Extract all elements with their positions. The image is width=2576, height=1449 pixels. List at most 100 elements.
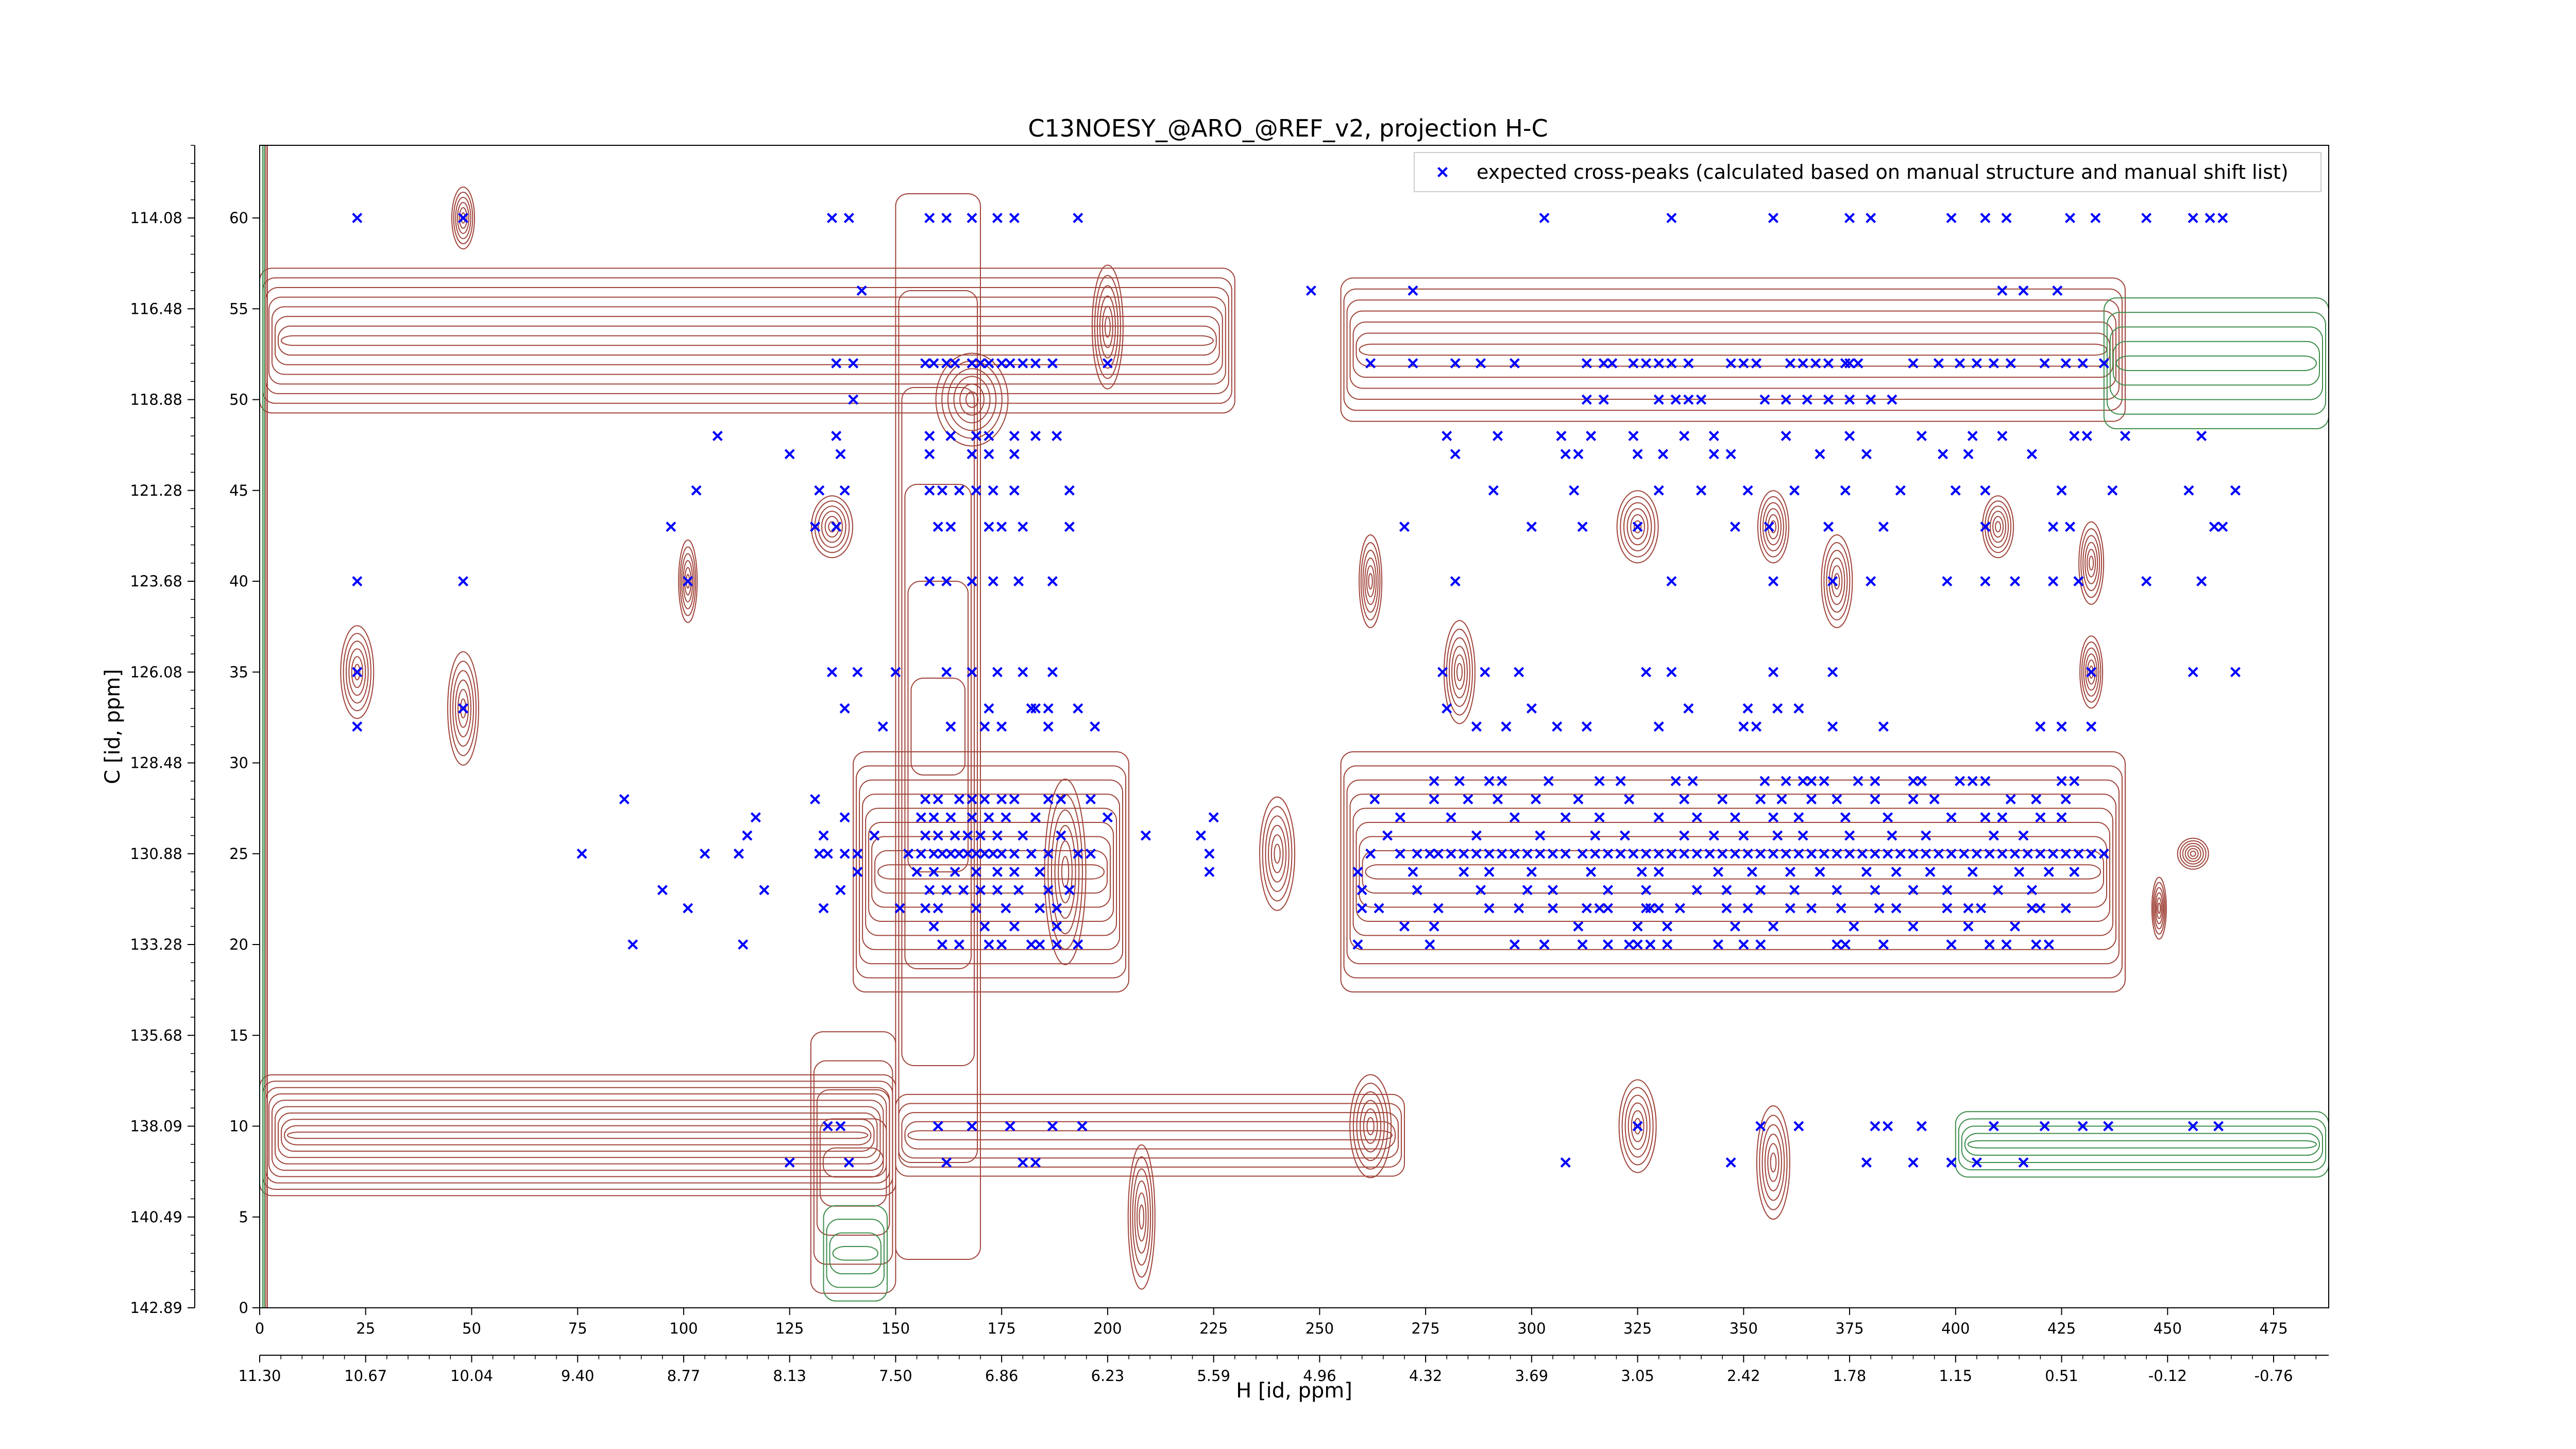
cross-peak-marker bbox=[1717, 794, 1728, 804]
cross-peak-marker bbox=[1759, 394, 1770, 405]
cross-peak-marker bbox=[1781, 394, 1791, 405]
cross-peak-marker bbox=[967, 1121, 977, 1132]
cross-peak-marker bbox=[1488, 485, 1499, 496]
x-tick-label: 350 bbox=[1730, 1320, 1758, 1337]
cross-peak-marker bbox=[1569, 485, 1580, 496]
cross-peak-marker bbox=[1043, 848, 1054, 859]
cross-peak-marker bbox=[992, 867, 1003, 877]
cross-peak-marker bbox=[1980, 812, 1991, 823]
cross-peak-marker bbox=[1866, 213, 1876, 223]
y-tick-label: 25 bbox=[229, 845, 248, 863]
cross-peak-marker bbox=[1976, 903, 1987, 914]
y-ppm-tick-label: 128.48 bbox=[130, 754, 182, 772]
cross-peak-marker bbox=[1713, 867, 1723, 877]
cross-peak-marker bbox=[1497, 776, 1507, 786]
cross-peak-marker bbox=[2183, 485, 2194, 496]
contour-peak-15 bbox=[2151, 877, 2167, 940]
cross-peak-marker bbox=[1785, 358, 1795, 368]
cross-peak-marker bbox=[962, 848, 973, 859]
cross-peak-marker bbox=[2031, 939, 2042, 950]
cross-peak-marker bbox=[852, 867, 863, 877]
cross-peak-marker bbox=[1602, 903, 1613, 914]
cross-peak-marker bbox=[1602, 939, 1613, 950]
cross-peak-marker bbox=[971, 848, 981, 859]
cross-peak-marker bbox=[1090, 721, 1100, 732]
cross-peak-marker bbox=[1560, 449, 1571, 460]
cross-peak-marker bbox=[1522, 848, 1533, 859]
cross-peak-marker bbox=[928, 358, 939, 368]
cross-peak-marker bbox=[1725, 358, 1736, 368]
cross-peak-marker bbox=[1861, 1157, 1872, 1168]
cross-peak-marker bbox=[1581, 903, 1592, 914]
cross-peak-marker bbox=[1832, 794, 1842, 804]
cross-peak-marker bbox=[1832, 848, 1842, 859]
ppm-tick-label: 1.78 bbox=[1833, 1367, 1867, 1385]
cross-peak-marker bbox=[1708, 830, 1719, 841]
cross-peak-marker bbox=[941, 358, 952, 368]
cross-peak-marker bbox=[924, 485, 935, 496]
cross-peak-marker bbox=[1052, 921, 1062, 932]
cross-peak-marker bbox=[1827, 576, 1838, 586]
cross-peak-marker bbox=[1005, 358, 1015, 368]
cross-peak-marker bbox=[1577, 939, 1588, 950]
cross-peak-marker bbox=[2018, 830, 2029, 841]
cross-peak-marker bbox=[2043, 939, 2054, 950]
cross-peak-marker bbox=[1908, 885, 1919, 896]
cross-peak-marker bbox=[928, 921, 939, 932]
cross-peak-marker bbox=[1738, 358, 1749, 368]
cross-peak-marker bbox=[2056, 776, 2067, 786]
cross-peak-marker bbox=[1653, 848, 1664, 859]
cross-peak-marker bbox=[1204, 867, 1215, 877]
cross-peak-marker bbox=[2230, 667, 2241, 678]
cross-peak-marker bbox=[1429, 776, 1439, 786]
cross-peak-marker bbox=[2043, 867, 2054, 877]
cross-peak-marker bbox=[1738, 721, 1749, 732]
cross-peak-marker bbox=[996, 721, 1007, 732]
cross-peak-marker bbox=[924, 213, 935, 223]
cross-peak-marker bbox=[2005, 794, 2016, 804]
cross-peak-marker bbox=[1480, 667, 1490, 678]
cross-peak-marker bbox=[1971, 358, 1982, 368]
cross-peak-marker bbox=[1670, 394, 1681, 405]
cross-peak-marker bbox=[2196, 431, 2207, 441]
cross-peak-marker bbox=[1980, 776, 1991, 786]
cross-peak-marker bbox=[1653, 867, 1664, 877]
cross-peak-marker bbox=[2035, 848, 2046, 859]
cross-peak-marker bbox=[928, 867, 939, 877]
cross-peak-marker bbox=[1755, 885, 1766, 896]
y-ppm-tick-label: 138.09 bbox=[130, 1118, 182, 1135]
cross-peak-marker bbox=[1781, 776, 1791, 786]
cross-peak-marker bbox=[1030, 431, 1041, 441]
cross-peak-marker bbox=[954, 848, 964, 859]
cross-peak-marker bbox=[924, 885, 935, 896]
cross-peak-marker bbox=[1009, 794, 1020, 804]
cross-peak-marker bbox=[992, 830, 1003, 841]
cross-peak-marker bbox=[1666, 213, 1677, 223]
cross-peak-marker bbox=[1352, 867, 1363, 877]
cross-peak-marker bbox=[984, 939, 994, 950]
cross-peak-marker bbox=[1832, 939, 1842, 950]
x-tick-label: 475 bbox=[2259, 1320, 2287, 1337]
cross-peak-marker bbox=[1442, 431, 1452, 441]
cross-peak-marker bbox=[1052, 431, 1062, 441]
cross-peak-marker bbox=[1573, 921, 1584, 932]
cross-peak-marker bbox=[2031, 794, 2042, 804]
cross-peak-marker bbox=[1993, 885, 2004, 896]
cross-peak-marker bbox=[958, 885, 969, 896]
ppm-tick-label: -0.76 bbox=[2254, 1367, 2293, 1385]
cross-peak-marker bbox=[2107, 485, 2118, 496]
cross-peak-marker bbox=[1946, 939, 1957, 950]
cross-peak-marker bbox=[826, 667, 837, 678]
x-tick-label: 250 bbox=[1306, 1320, 1334, 1337]
cross-peak-marker bbox=[1806, 903, 1817, 914]
cross-peak-marker bbox=[1632, 521, 1643, 532]
cross-peak-marker bbox=[2052, 285, 2063, 296]
cross-peak-marker bbox=[843, 213, 854, 223]
cross-peak-marker bbox=[1696, 485, 1707, 496]
cross-peak-marker bbox=[1742, 703, 1753, 714]
cross-peak-marker bbox=[988, 848, 998, 859]
cross-peak-marker bbox=[1450, 358, 1461, 368]
cross-peak-marker bbox=[1577, 521, 1588, 532]
y-tick-label: 20 bbox=[229, 936, 248, 953]
cross-peak-marker bbox=[1429, 921, 1439, 932]
